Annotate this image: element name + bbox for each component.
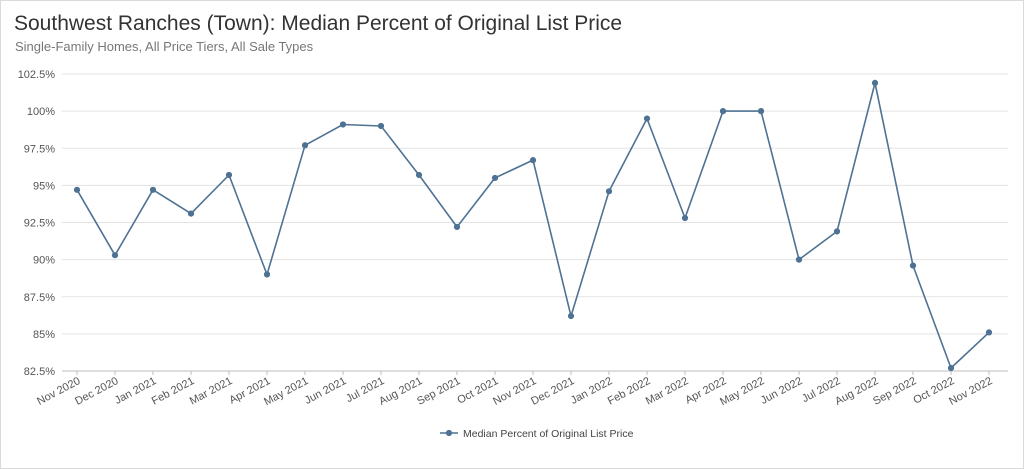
x-tick-label: Sep 2022: [871, 375, 918, 408]
data-point: [225, 171, 233, 179]
x-tick-label: Dec 2021: [529, 375, 576, 408]
data-points: [73, 79, 993, 372]
data-point: [719, 108, 727, 115]
data-point: [491, 174, 499, 182]
data-point: [985, 329, 993, 336]
x-tick-label: Feb 2021: [150, 375, 197, 407]
chart-title: Southwest Ranches (Town): Median Percent…: [14, 12, 623, 35]
data-point: [73, 186, 81, 193]
y-axis: 82.5% 85% 87.5% 90% 92.5% 95% 97.5% 100% 102.5%: [18, 69, 56, 378]
legend-label: Median Percent of Original List Price: [463, 428, 634, 440]
data-point: [339, 121, 347, 128]
data-point: [149, 186, 157, 193]
y-tick-label: 97.5%: [24, 143, 55, 155]
legend: Median Percent of Original List Price: [440, 428, 634, 440]
y-tick-label: 87.5%: [24, 292, 55, 304]
data-point: [833, 228, 841, 235]
data-point: [605, 188, 613, 195]
data-point: [111, 252, 119, 259]
data-point: [187, 210, 195, 217]
data-point: [301, 142, 309, 149]
y-tick-label: 100%: [27, 106, 55, 118]
data-point: [681, 214, 689, 222]
x-tick-label: Dec 2020: [73, 375, 120, 408]
y-tick-label: 85%: [33, 329, 55, 341]
x-tick-label: Feb 2022: [606, 375, 653, 407]
x-tick-label: Mar 2022: [644, 375, 691, 407]
data-point: [453, 223, 461, 231]
x-tick-label: Nov 2022: [947, 375, 994, 408]
y-tick-label: 90%: [33, 255, 55, 267]
data-point: [757, 108, 765, 115]
data-point: [795, 256, 803, 263]
x-tick-label: Jun 2021: [303, 375, 349, 407]
x-tick-label: Mar 2021: [188, 375, 235, 407]
y-tick-label: 92.5%: [24, 218, 55, 230]
data-point: [643, 115, 651, 122]
data-point: [909, 262, 917, 269]
data-point: [263, 271, 271, 278]
data-point: [947, 364, 955, 372]
y-tick-label: 95%: [33, 180, 55, 192]
data-point: [567, 312, 575, 320]
y-tick-label: 82.5%: [24, 366, 55, 378]
data-point: [377, 122, 385, 130]
x-tick-label: Sep 2021: [415, 375, 462, 408]
x-tick-label: Jun 2022: [759, 375, 805, 407]
data-point: [871, 79, 879, 87]
data-point: [529, 157, 537, 164]
y-tick-label: 102.5%: [18, 69, 56, 81]
series-line: [76, 82, 990, 369]
chart-subtitle: Single-Family Homes, All Price Tiers, Al…: [15, 39, 314, 54]
legend-marker: [445, 429, 453, 437]
data-point: [415, 171, 423, 179]
